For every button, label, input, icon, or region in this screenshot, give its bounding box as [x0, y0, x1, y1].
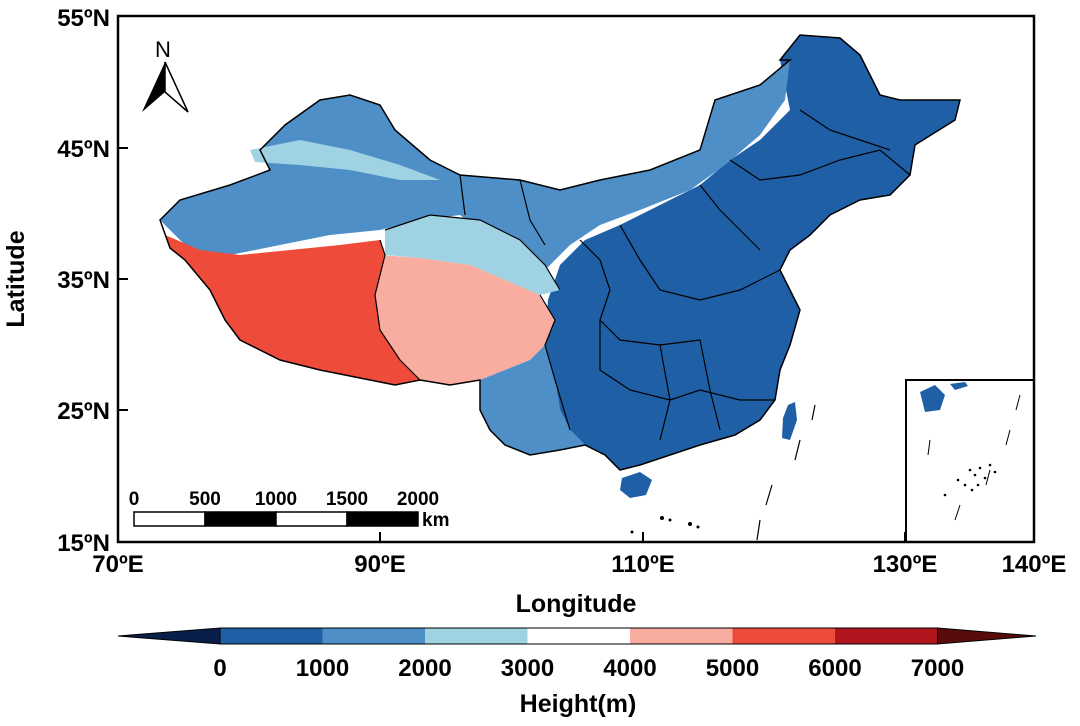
inset-taiwan: [920, 385, 945, 412]
x-tick-90: 90ºE: [354, 551, 405, 578]
scale-label-500: 500: [189, 489, 221, 510]
colorbar-border: [219, 627, 938, 645]
colorbar-tick-4000: 4000: [603, 655, 656, 682]
country-outline: [159, 34, 961, 471]
scale-label-2000: 2000: [397, 489, 439, 510]
island-hainan: [620, 472, 652, 498]
colorbar-segment-4: [527, 628, 630, 644]
nine-dash-line: [756, 404, 816, 541]
axis-ticks: [118, 147, 906, 542]
region-mid-northwest: [160, 95, 460, 255]
colorbar-tick-0: 0: [213, 655, 226, 682]
region-light-qilian: [385, 215, 560, 295]
scale-label-1000: 1000: [255, 489, 297, 510]
south-islands: [630, 516, 700, 534]
colorbar-extend-low: [117, 627, 221, 645]
map-area: [159, 34, 961, 541]
inset-islands: [943, 463, 997, 497]
colorbar-segment-7: [835, 628, 938, 644]
inset-dashes: [927, 394, 1021, 521]
region-mid-north: [460, 60, 790, 270]
colorbar-segment-3: [425, 628, 528, 644]
y-tick-25: 25ºN: [57, 398, 110, 425]
colorbar-segment-5: [630, 628, 733, 644]
scale-bar: 0 500 1000 1500 2000 km: [129, 489, 450, 531]
y-axis-title: Latitude: [2, 230, 30, 327]
colorbar-tick-6000: 6000: [808, 655, 861, 682]
colorbar-tick-1000: 1000: [296, 655, 349, 682]
scale-label-1500: 1500: [326, 489, 368, 510]
region-high-tibet: [165, 235, 420, 385]
region-mid-southwest: [480, 345, 585, 455]
colorbar-segment-1: [220, 628, 323, 644]
region-light-tianshan: [250, 140, 440, 180]
north-arrow: N: [142, 37, 189, 113]
y-tick-15: 15ºN: [57, 530, 110, 557]
inset-map: [905, 379, 1035, 543]
x-tick-130: 130ºE: [873, 551, 938, 578]
colorbar-extend-high: [937, 627, 1037, 645]
y-tick-35: 35ºN: [57, 267, 110, 294]
colorbar-tick-5000: 5000: [706, 655, 759, 682]
province-boundaries: [374, 109, 911, 441]
y-tick-55: 55ºN: [57, 5, 110, 32]
island-taiwan: [782, 402, 797, 440]
inset-island: [950, 382, 968, 390]
x-tick-70: 70ºE: [92, 551, 143, 578]
colorbar-segment-2: [322, 628, 425, 644]
scale-label-0: 0: [129, 489, 140, 510]
x-tick-110: 110ºE: [611, 551, 675, 578]
colorbar-tick-2000: 2000: [398, 655, 451, 682]
region-low-east: [545, 35, 960, 470]
scale-unit: km: [422, 510, 449, 531]
y-tick-45: 45ºN: [57, 136, 110, 163]
colorbar-tick-7000: 7000: [911, 655, 964, 682]
x-tick-140: 140ºE: [1002, 551, 1067, 578]
x-axis-title: Longitude: [516, 590, 637, 618]
north-arrow-label: N: [155, 37, 171, 62]
colorbar-segment-6: [732, 628, 835, 644]
colorbar: 0 1000 2000 3000 4000 5000 6000 7000 Hei…: [117, 627, 1037, 718]
region-plateau-qinghai: [375, 255, 555, 385]
colorbar-title: Height(m): [520, 690, 637, 718]
colorbar-tick-3000: 3000: [501, 655, 554, 682]
